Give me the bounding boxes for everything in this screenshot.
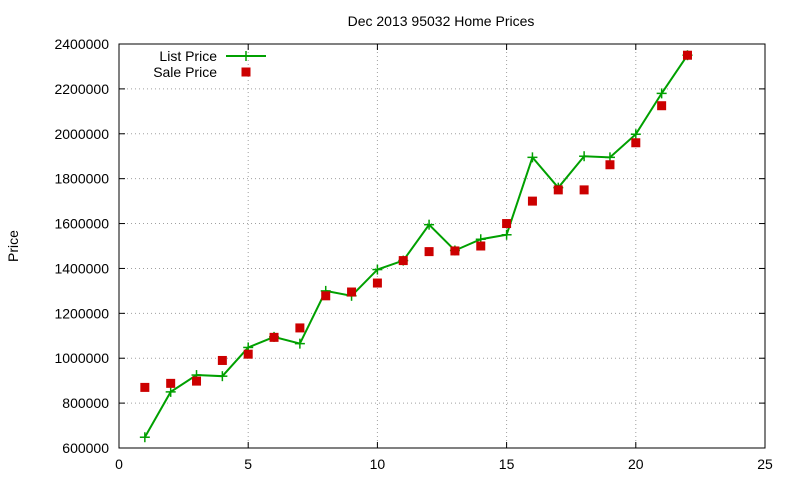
sale-price-point [476, 241, 486, 251]
list-price-point [372, 264, 383, 275]
y-axis-label: Price [5, 230, 21, 262]
y-tick-label: 1600000 [54, 216, 109, 232]
legend-plus-marker [241, 51, 251, 61]
axis-ticks: 0 5 10 15 20 25 600000 800000 1000000 1200000 1400… [54, 36, 773, 472]
sale-price-point [657, 101, 667, 111]
list-price-point [139, 432, 150, 443]
series [139, 50, 693, 443]
y-tick-label: 800000 [62, 395, 109, 411]
y-tick-label: 1800000 [54, 171, 109, 187]
chart-title: Dec 2013 95032 Home Prices [348, 13, 535, 29]
sale-price-point [347, 287, 357, 297]
list-price-point [656, 88, 667, 99]
list-price-point [630, 129, 641, 140]
y-tick-label: 2000000 [54, 126, 109, 142]
sale-price-point [682, 50, 692, 60]
sale-price-point [605, 160, 615, 170]
sale-price-point [166, 378, 176, 388]
sale-price-point [502, 219, 512, 229]
x-tick-label: 5 [244, 456, 252, 472]
y-tick-label: 1400000 [54, 260, 109, 276]
list-price-point [217, 371, 228, 382]
sale-price-point [321, 291, 331, 301]
list-price-point [294, 338, 305, 349]
y-tick-label: 1200000 [54, 305, 109, 321]
list-price-point [527, 152, 538, 163]
y-tick-label: 1000000 [54, 350, 109, 366]
x-tick-label: 25 [757, 456, 773, 472]
legend-label: Sale Price [153, 64, 217, 80]
grid [119, 44, 765, 448]
sale-price-point [269, 332, 279, 342]
sale-price-point [631, 138, 641, 148]
legend-label: List Price [159, 48, 217, 64]
sale-price-point [140, 382, 150, 392]
sale-price-point [553, 185, 563, 195]
y-tick-label: 600000 [62, 440, 109, 456]
list-price-point [579, 151, 590, 162]
sale-price-point [527, 196, 537, 206]
sale-price-point [372, 278, 382, 288]
plot-frame [118, 43, 766, 449]
list-price-point [165, 386, 176, 397]
x-tick-label: 20 [628, 456, 644, 472]
x-tick-label: 15 [499, 456, 515, 472]
sale-price-point [243, 349, 253, 359]
x-tick-label: 10 [370, 456, 386, 472]
list-price-point [501, 229, 512, 240]
legend-square-marker [241, 67, 251, 77]
list-price-point [424, 219, 435, 230]
sale-price-point [192, 376, 202, 386]
list-price-line [143, 54, 689, 438]
sale-price-point [450, 246, 460, 256]
sale-price-point [398, 256, 408, 266]
sale-price-point [217, 355, 227, 365]
sale-price-point [424, 247, 434, 257]
sale-price-point [295, 323, 305, 333]
y-tick-label: 2400000 [54, 36, 109, 52]
sale-price-point [579, 185, 589, 195]
x-tick-label: 0 [115, 456, 123, 472]
y-tick-label: 2200000 [54, 81, 109, 97]
